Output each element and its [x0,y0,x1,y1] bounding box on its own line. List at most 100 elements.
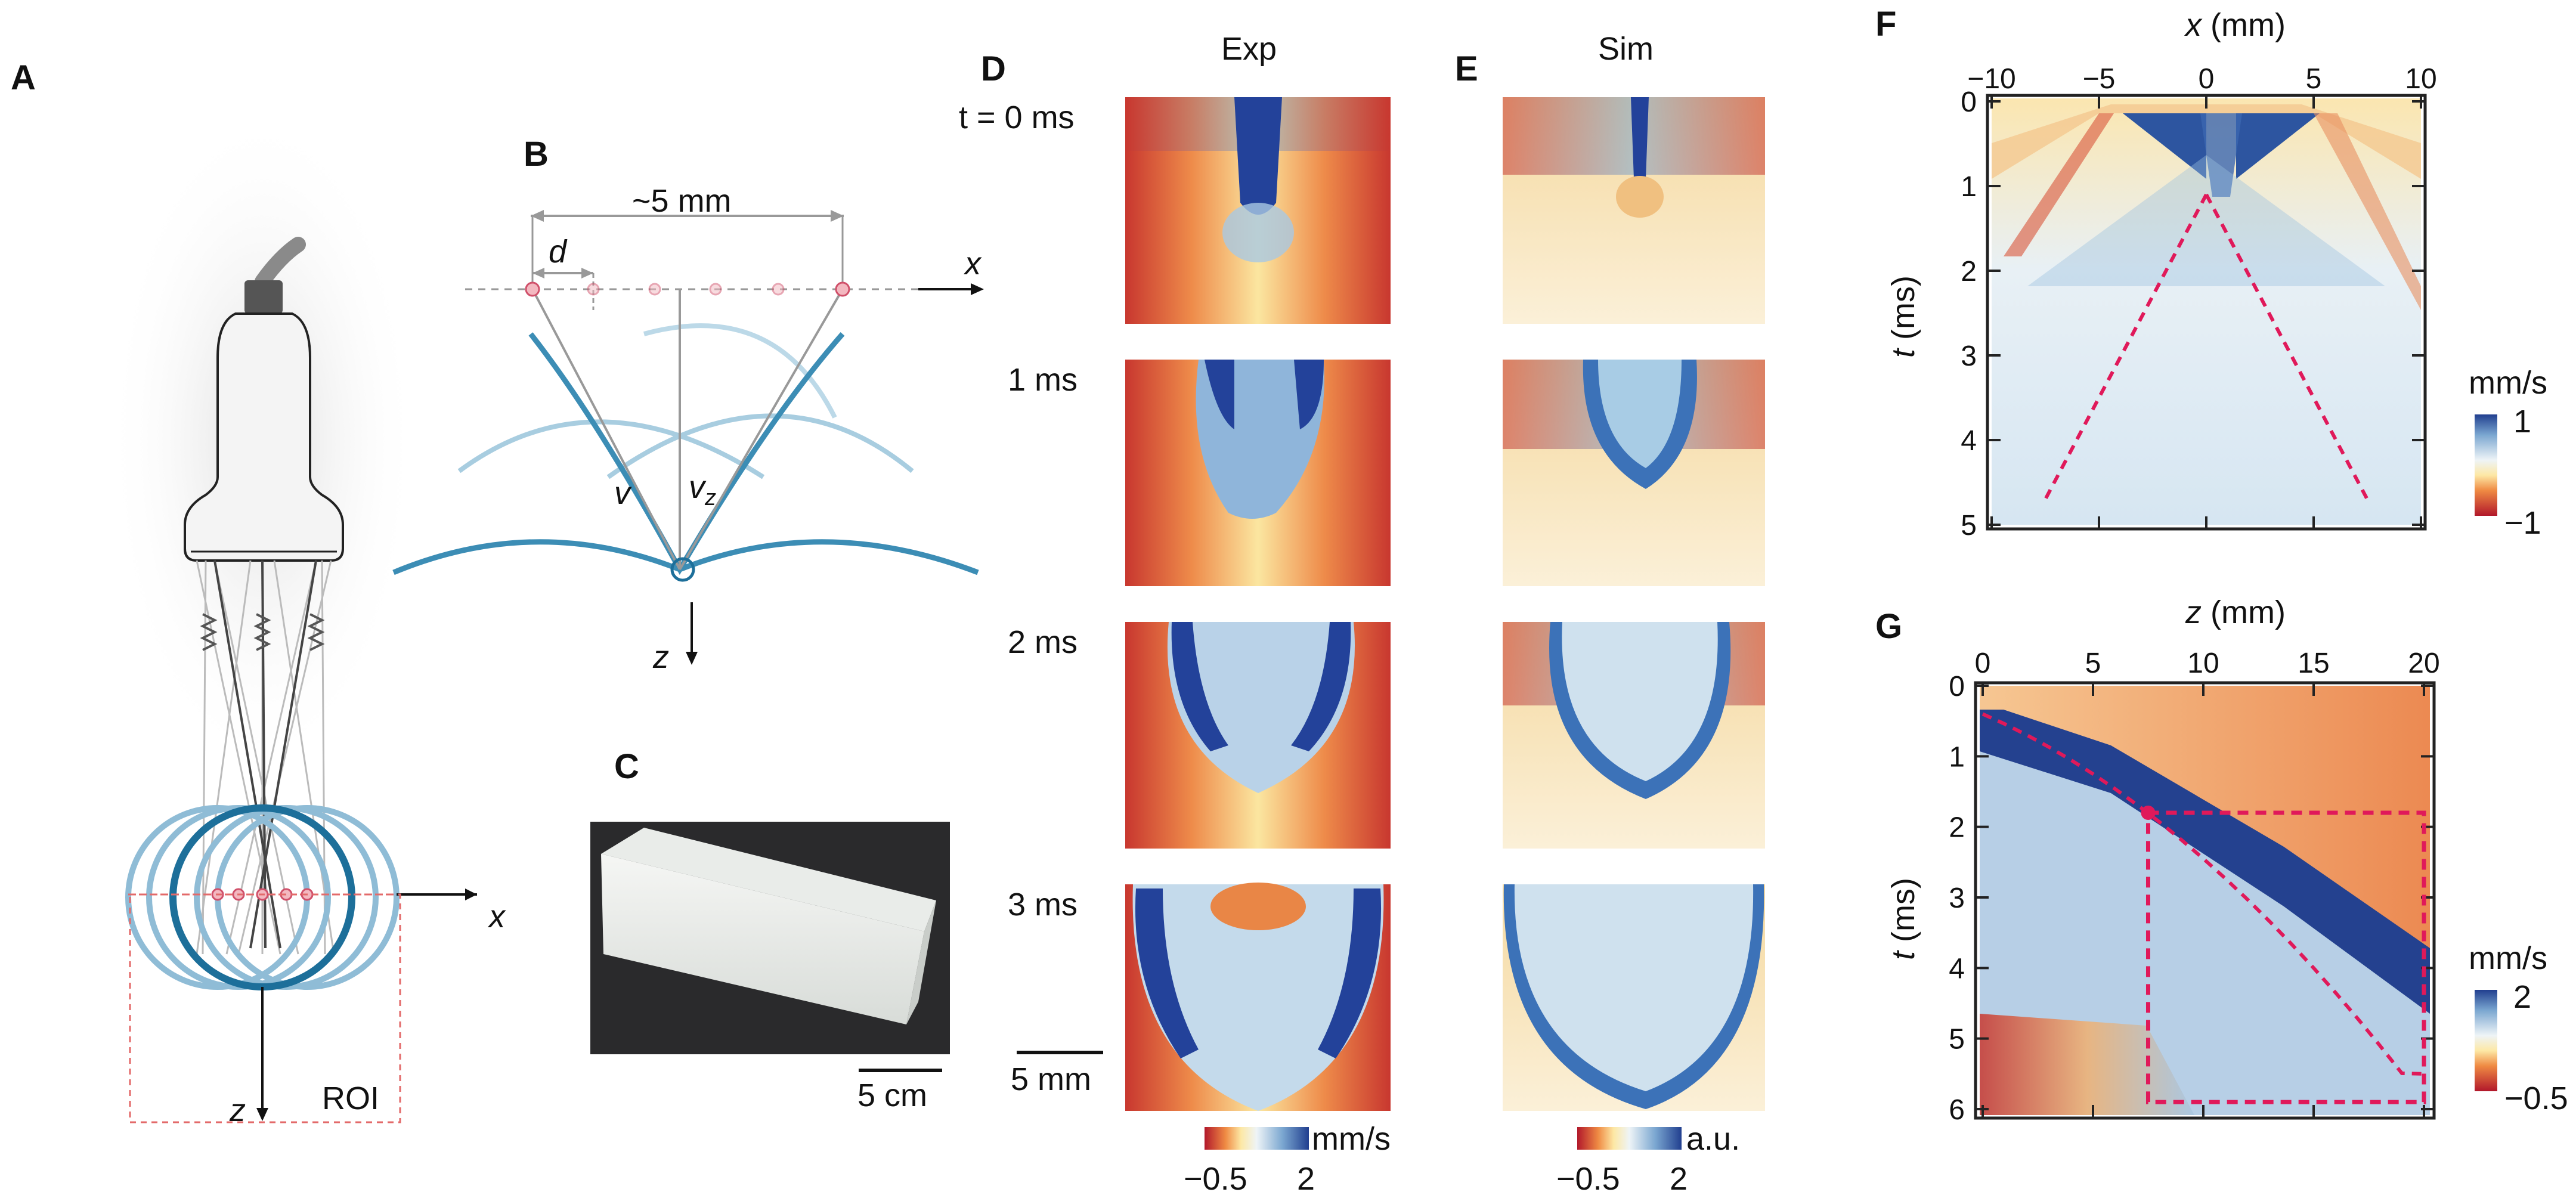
panel-label-b: B [524,135,549,174]
g-x-ticks: 0 5 10 15 20 [1975,648,2440,1118]
f-heatmap [1992,98,2421,525]
f-y-tick-label: 2 [1961,256,1977,287]
f-x-tick-label: 10 [2405,63,2436,95]
vibrators [200,613,325,651]
panel-c: C 5 cm [590,747,950,1113]
exp-map-0 [1125,97,1391,324]
g-y-tick-label: 6 [1949,1094,1965,1126]
vz-label: vz [689,469,716,510]
exp-map-1 [1125,360,1391,586]
v-label: v [614,475,632,511]
f-y-tick-label: 4 [1961,425,1977,457]
d-label: d [549,234,568,270]
e-colorbar-min: −0.5 [1556,1161,1620,1195]
g-y-tick-label: 3 [1949,883,1965,914]
f-xlabel: x (mm) [2184,7,2286,43]
e-colorbar-max: 2 [1670,1161,1688,1195]
panel-label-d: D [981,49,1006,88]
x-axis-label: x [487,899,506,934]
g-xlabel: z (mm) [2185,595,2286,630]
sim-map-1 [1503,360,1765,586]
b-rays [531,288,844,571]
roi-box [129,893,401,1123]
time-label-0: t = 0 ms [959,100,1075,135]
d-colorbar-max: 2 [1297,1161,1315,1195]
f-x-tick-label: 0 [2199,63,2215,95]
e-colorbar [1577,1127,1682,1150]
panel-label-e: E [1455,49,1478,88]
roi-label: ROI [322,1081,379,1116]
g-x-tick-label: 15 [2298,648,2329,679]
f-y-ticks: 0 1 2 3 4 5 [1961,86,2425,541]
e-title: Sim [1598,31,1654,67]
c-scalebar-label: 5 cm [857,1078,927,1113]
f-dashed-line-left [2044,193,2208,500]
d-colorbar-min: −0.5 [1184,1161,1247,1195]
g-y-tick-label: 2 [1949,812,1965,844]
f-x-tick-label: −10 [1967,63,2015,95]
g-y-tick-label: 4 [1949,953,1965,985]
time-label-2: 2 ms [1008,624,1078,660]
f-y-tick-label: 1 [1961,171,1977,203]
phantom-block [601,854,924,1024]
spacing-label: ~5 mm [632,183,732,219]
g-y-tick-label: 1 [1949,741,1965,773]
ultrasound-beams-dark [213,560,317,949]
f-y-tick-label: 5 [1961,510,1977,541]
g-ylabel: t (ms) [1885,878,1921,960]
f-colorbar-unit: mm/s [2469,365,2547,401]
sim-map-0 [1503,97,1765,324]
f-x-tick-label: 5 [2306,63,2322,95]
focus-point [670,557,695,582]
f-x-ticks: −10 −5 0 5 10 [1967,63,2437,529]
g-x-tick-label: 20 [2408,648,2439,679]
exp-map-3 [1125,883,1391,1111]
g-colorbar-max: 2 [2513,979,2531,1015]
g-colorbar-unit: mm/s [2469,940,2547,976]
g-colorbar [2475,990,2497,1091]
f-dashed-line-right [2205,193,2369,500]
f-colorbar-max: 1 [2513,404,2531,439]
time-label-3: 3 ms [1008,887,1078,922]
g-x-tick-label: 10 [2187,648,2219,679]
g-y-tick-label: 0 [1949,671,1965,702]
panel-a: A [11,58,506,1128]
sim-map-3 [1503,884,1765,1111]
g-colorbar-min: −0.5 [2504,1081,2568,1116]
g-x-tick-label: 0 [1975,648,1991,679]
d-scalebar-label: 5 mm [1011,1061,1091,1097]
f-colorbar-min: −1 [2504,505,2541,541]
f-x-tick-label: −5 [2083,63,2116,95]
g-dashed-curve [1981,712,2425,1076]
exp-map-2 [1125,622,1391,849]
g-y-ticks: 0 1 2 3 4 5 6 [1949,671,2434,1126]
g-frame [1974,681,2436,1120]
d-title: Exp [1221,31,1277,67]
f-y-tick-label: 0 [1961,86,1977,118]
panel-label-c: C [614,747,639,786]
f-ylabel: t (ms) [1885,275,1921,358]
panel-d: D Exp t = 0 ms 1 ms 2 ms 3 ms [959,31,1391,1195]
probe-cable [255,237,306,289]
d-colorbar-unit: mm/s [1312,1121,1391,1157]
probe-cap [244,280,283,314]
d-colorbar [1205,1127,1309,1150]
b-x-label: x [963,246,982,281]
g-heatmap [1980,686,2430,1115]
panel-label-f: F [1875,5,1896,44]
sim-map-2 [1503,622,1765,849]
panel-label-g: G [1875,607,1902,646]
f-y-tick-label: 3 [1961,340,1977,372]
panel-label-a: A [11,58,36,97]
b-wavefronts [392,323,979,575]
f-colorbar [2475,414,2497,516]
g-y-tick-label: 5 [1949,1024,1965,1055]
time-label-1: 1 ms [1008,362,1078,398]
e-colorbar-unit: a.u. [1686,1121,1740,1157]
panel-b: B ~5 mm d x v vz z [392,135,984,675]
g-x-tick-label: 5 [2085,648,2101,679]
g-dashed-rectangle [2146,810,2426,1104]
